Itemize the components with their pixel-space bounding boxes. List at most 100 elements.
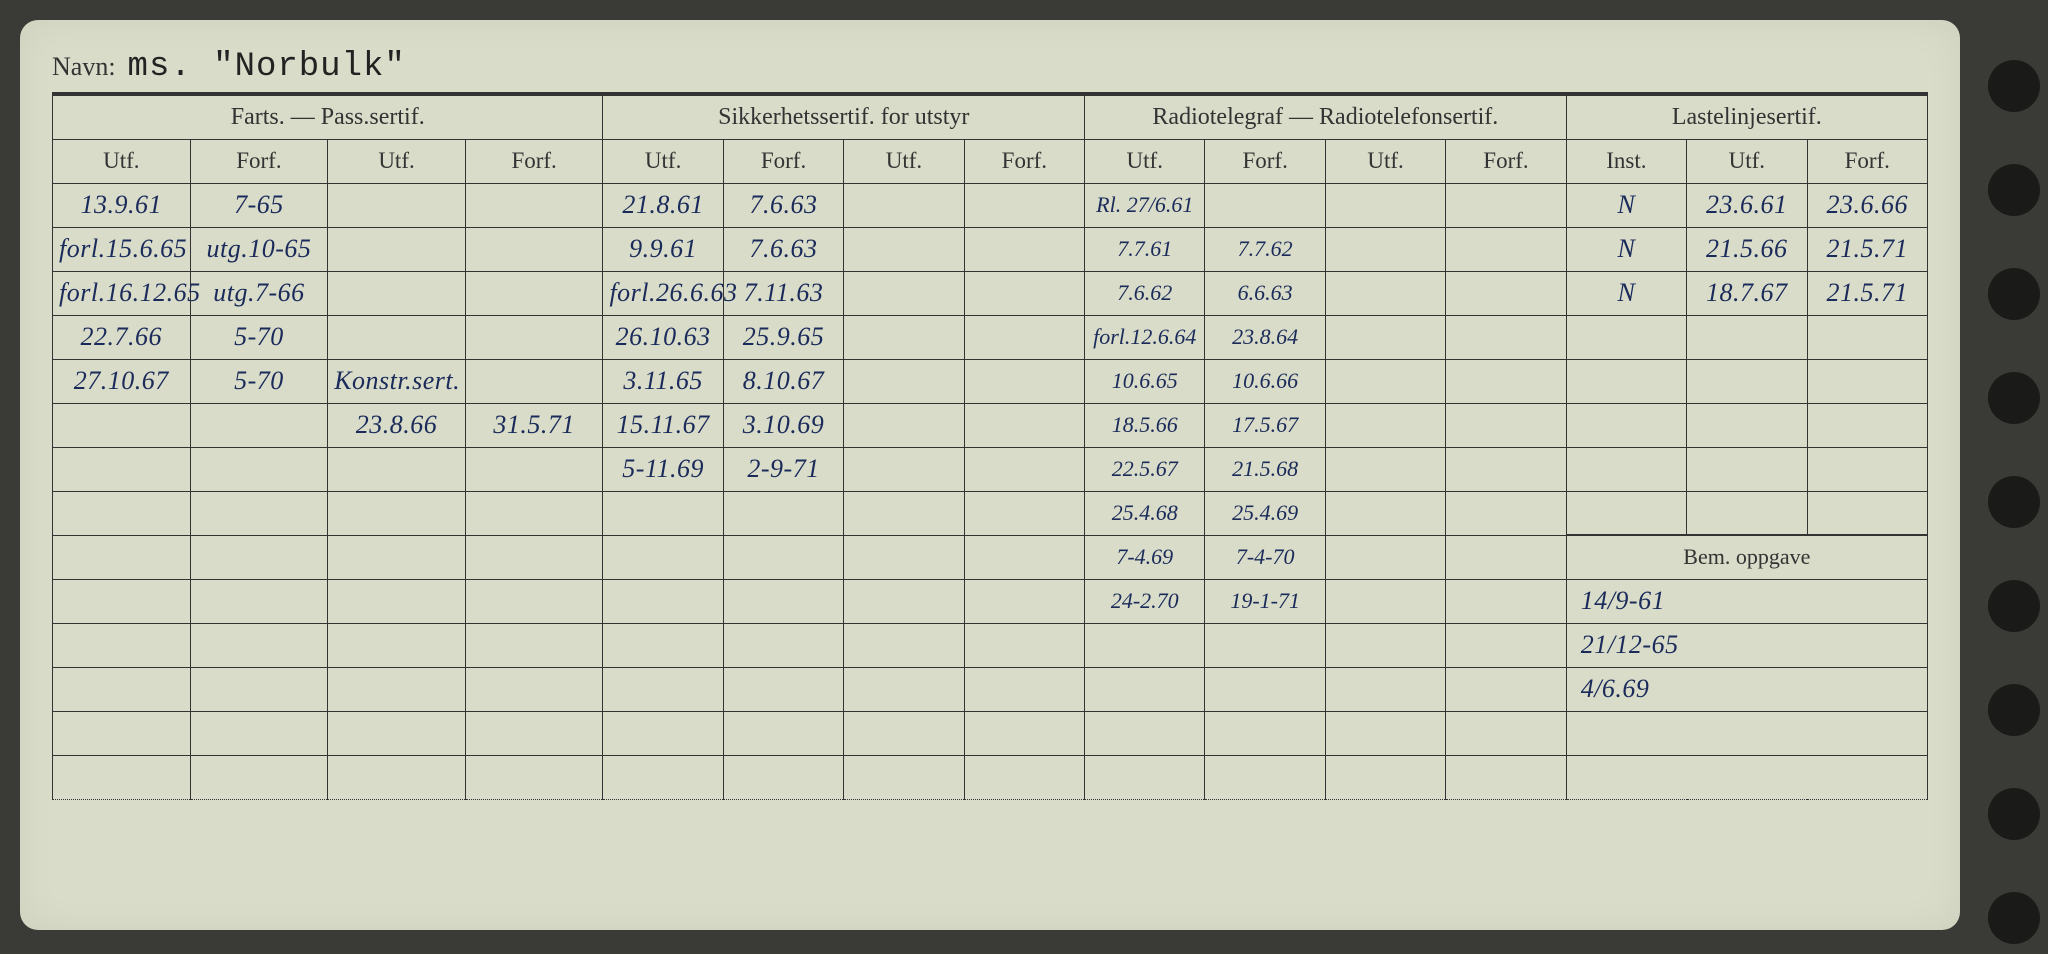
cell: N [1566,271,1686,315]
col-utf: Utf. [1687,139,1807,183]
cell-value: 23.6.66 [1827,190,1909,219]
cell-value: 7.11.63 [744,278,824,307]
cell [1446,359,1566,403]
cell: 18.7.67 [1687,271,1807,315]
table-row [53,711,1928,755]
cell: 21.5.71 [1807,227,1928,271]
cell [1446,183,1566,227]
cell-value: 25.4.68 [1112,500,1178,525]
cell-value: 10.6.66 [1232,368,1298,393]
cell [53,667,191,711]
cell [465,579,603,623]
cell: 8.10.67 [723,359,843,403]
cell-value: 22.7.66 [81,322,163,351]
punch-hole [1988,788,2040,840]
cell: 23.6.66 [1807,183,1928,227]
cell [53,755,191,799]
cell [1325,579,1445,623]
cell-value: 18.7.67 [1706,278,1788,307]
cell: 7.6.63 [723,227,843,271]
cell: forl.12.6.64 [1085,315,1205,359]
cell [844,315,964,359]
cell [964,667,1084,711]
cell-value: 7-4-70 [1236,544,1295,569]
cell [1446,755,1566,799]
cell [964,535,1084,579]
col-forf: Forf. [465,139,603,183]
cell [844,491,964,535]
bem-cell: 21/12-65 [1566,623,1927,667]
cell [964,623,1084,667]
cell [190,403,328,447]
col-group-sikkerhet: Sikkerhetssertif. for utstyr [603,95,1085,139]
cell: 6.6.63 [1205,271,1325,315]
cell [603,623,723,667]
cell [190,447,328,491]
cell [465,711,603,755]
cell: 7.7.61 [1085,227,1205,271]
punch-hole [1988,60,2040,112]
cell-value: 26.10.63 [616,322,711,351]
cell: forl.15.6.65 [53,227,191,271]
cell [1687,403,1807,447]
cell: 7.11.63 [723,271,843,315]
cell [723,755,843,799]
table-row [53,755,1928,799]
punch-holes [1988,60,2040,944]
cell-value: forl.16.12.65 [59,278,201,307]
cell [723,623,843,667]
cell-value: 2-9-71 [747,454,819,483]
cell: 19-1-71 [1205,579,1325,623]
cell: 25.4.68 [1085,491,1205,535]
cell-value: 19-1-71 [1230,588,1300,613]
cell: 25.4.69 [1205,491,1325,535]
cell [328,579,466,623]
cell [53,535,191,579]
cell [844,755,964,799]
cell [1325,227,1445,271]
cell-value: 25.4.69 [1232,500,1298,525]
cell [465,623,603,667]
cell [328,447,466,491]
cell [465,447,603,491]
cell: 7.7.62 [1205,227,1325,271]
cell-value: N [1617,234,1635,263]
cell: 3.10.69 [723,403,843,447]
cell: 21.8.61 [603,183,723,227]
cell-value: 8.10.67 [743,366,825,395]
table-row: 24-2.7019-1-7114/9-61 [53,579,1928,623]
cell: 22.5.67 [1085,447,1205,491]
cell-value: 10.6.65 [1112,368,1178,393]
col-utf: Utf. [1325,139,1445,183]
cell [1325,447,1445,491]
cell [964,491,1084,535]
table-body: 13.9.617-6521.8.617.6.63Rl. 27/6.61N23.6… [53,183,1928,799]
certificates-table: Farts. — Pass.sertif. Sikkerhetssertif. … [52,94,1928,800]
table-row: 27.10.675-70Konstr.sert.3.11.658.10.6710… [53,359,1928,403]
cell [1566,447,1686,491]
cell [190,711,328,755]
bem-cell [1566,711,1927,755]
cell-value: 21.5.68 [1232,456,1298,481]
cell [1446,711,1566,755]
cell [964,359,1084,403]
cell: 7-4-70 [1205,535,1325,579]
cell [1687,359,1807,403]
cell [1325,711,1445,755]
cell [328,667,466,711]
cell: 7-65 [190,183,328,227]
cell-value: 23.8.64 [1232,324,1298,349]
cell [328,315,466,359]
cell [1807,315,1928,359]
cell [328,755,466,799]
group-header-row: Farts. — Pass.sertif. Sikkerhetssertif. … [53,95,1928,139]
cell-value: 15.11.67 [617,410,710,439]
cell [328,623,466,667]
cell [53,403,191,447]
cell: 3.11.65 [603,359,723,403]
cell [1205,711,1325,755]
cell: 10.6.65 [1085,359,1205,403]
cell [1687,491,1807,535]
cell: 2-9-71 [723,447,843,491]
cell-value: 13.9.61 [81,190,163,219]
